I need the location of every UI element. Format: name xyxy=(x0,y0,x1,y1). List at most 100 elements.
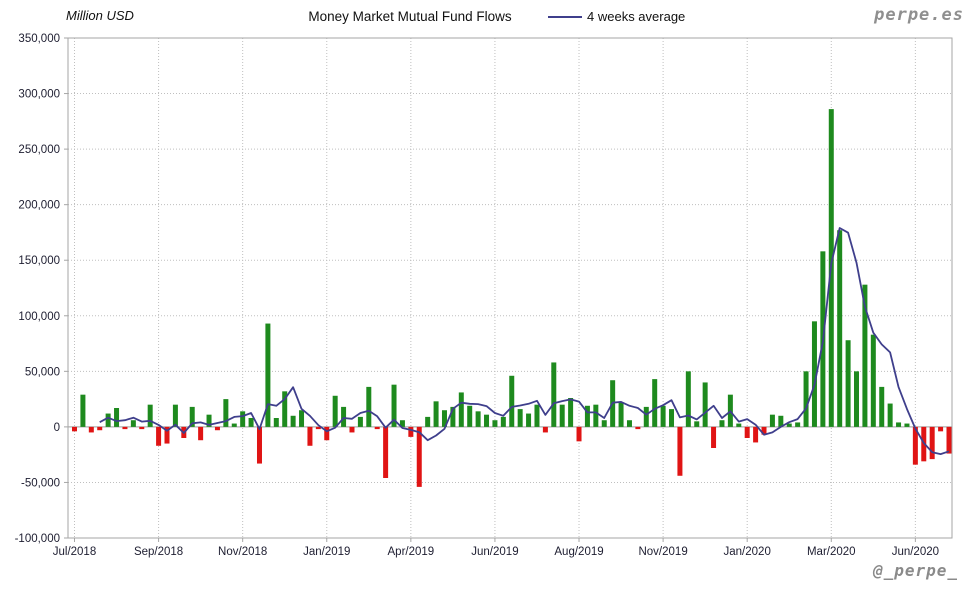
outflow-bar xyxy=(383,426,389,478)
x-tick-label: Jan/2019 xyxy=(303,546,350,558)
outflow-bar xyxy=(164,426,170,444)
inflow-bar xyxy=(811,321,817,427)
inflow-bar xyxy=(879,386,885,427)
outflow-bar xyxy=(374,426,380,430)
inflow-bar xyxy=(399,420,405,427)
x-tick-label: Nov/2019 xyxy=(638,546,687,558)
inflow-bar xyxy=(795,422,801,427)
x-tick-label: Sep/2018 xyxy=(134,546,183,558)
plot-border xyxy=(67,37,953,539)
inflow-bar xyxy=(896,422,902,427)
inflow-bar xyxy=(273,418,279,427)
outflow-bar xyxy=(139,426,145,430)
inflow-bar xyxy=(366,386,372,427)
outflow-bar xyxy=(761,426,767,435)
outflow-bar xyxy=(542,426,548,433)
y-tick-label: 150,000 xyxy=(18,255,60,267)
inflow-bar xyxy=(887,403,893,427)
inflow-bar xyxy=(114,408,120,427)
inflow-bar xyxy=(265,323,271,427)
plot-background xyxy=(68,38,952,538)
legend-label: 4 weeks average xyxy=(587,9,686,24)
inflow-bar xyxy=(669,409,675,427)
inflow-bar xyxy=(357,416,363,427)
inflow-bar xyxy=(484,414,490,427)
inflow-bar xyxy=(702,382,708,427)
outflow-bar xyxy=(576,426,582,442)
outflow-bar xyxy=(677,426,683,476)
x-tick-label: Nov/2018 xyxy=(218,546,267,558)
x-tick-label: Aug/2019 xyxy=(554,546,603,558)
outflow-bar xyxy=(214,426,220,431)
inflow-bar xyxy=(282,391,288,427)
y-tick-label: 100,000 xyxy=(18,311,60,323)
outflow-bar xyxy=(122,426,128,430)
inflow-bar xyxy=(660,405,666,427)
inflow-bar xyxy=(568,398,574,427)
inflow-bar xyxy=(854,371,860,427)
outflow-bar xyxy=(97,426,103,431)
y-tick-label: 300,000 xyxy=(18,89,60,101)
outflow-bar xyxy=(929,426,935,460)
outflow-bar xyxy=(198,426,204,441)
outflow-bar xyxy=(753,426,759,443)
legend: 4 weeks average xyxy=(548,9,685,24)
inflow-bar xyxy=(652,379,658,427)
inflow-bar xyxy=(240,411,246,427)
outflow-bar xyxy=(938,426,944,432)
inflow-bar xyxy=(299,410,305,427)
inflow-bar xyxy=(534,404,540,427)
inflow-bar xyxy=(172,404,178,427)
x-tick-label: Jul/2018 xyxy=(53,546,96,558)
inflow-bar xyxy=(467,405,473,427)
outflow-bar xyxy=(88,426,94,433)
y-tick-label: 350,000 xyxy=(18,33,60,45)
inflow-bar xyxy=(509,375,515,427)
outflow-bar xyxy=(912,426,918,465)
inflow-bar xyxy=(593,404,599,427)
inflow-bar xyxy=(584,405,590,427)
chart-title: Money Market Mutual Fund Flows xyxy=(308,9,512,24)
inflow-bar xyxy=(719,420,725,427)
inflow-bar xyxy=(736,423,742,427)
inflow-bar xyxy=(845,340,851,427)
outflow-bar xyxy=(416,426,422,487)
inflow-bar xyxy=(685,371,691,427)
inflow-bar xyxy=(643,406,649,427)
inflow-bar xyxy=(500,416,506,427)
inflow-bar xyxy=(341,406,347,427)
inflow-bar xyxy=(862,284,868,427)
inflow-bar xyxy=(694,421,700,427)
y-tick-label: -100,000 xyxy=(15,533,60,545)
outflow-bar xyxy=(315,426,321,430)
handle-watermark: @_perpe_ xyxy=(872,561,958,580)
inflow-bar xyxy=(786,423,792,427)
outflow-bar xyxy=(324,426,330,441)
outflow-bar xyxy=(711,426,717,448)
inflow-bar xyxy=(904,423,910,427)
inflow-bar xyxy=(526,413,532,427)
y-tick-label: -50,000 xyxy=(21,477,60,489)
outflow-bar xyxy=(256,426,262,464)
outflow-bar xyxy=(635,426,641,430)
inflow-bar xyxy=(626,420,632,427)
outflow-bar xyxy=(349,426,355,433)
inflow-bar xyxy=(391,384,397,427)
inflow-bar xyxy=(492,420,498,427)
x-tick-label: Apr/2019 xyxy=(388,546,435,558)
inflow-bar xyxy=(837,230,843,427)
outflow-bar xyxy=(156,426,162,446)
inflow-bar xyxy=(769,414,775,427)
inflow-bar xyxy=(551,362,557,427)
inflow-bar xyxy=(206,414,212,427)
inflow-bar xyxy=(517,409,523,427)
legend-line-swatch xyxy=(548,15,582,18)
site-watermark: perpe.es xyxy=(874,5,964,25)
inflow-bar xyxy=(778,415,784,427)
inflow-bar xyxy=(433,401,439,427)
inflow-bar xyxy=(231,423,237,427)
inflow-bar xyxy=(105,413,111,427)
inflow-bar xyxy=(425,416,431,427)
inflow-bar xyxy=(80,394,86,427)
